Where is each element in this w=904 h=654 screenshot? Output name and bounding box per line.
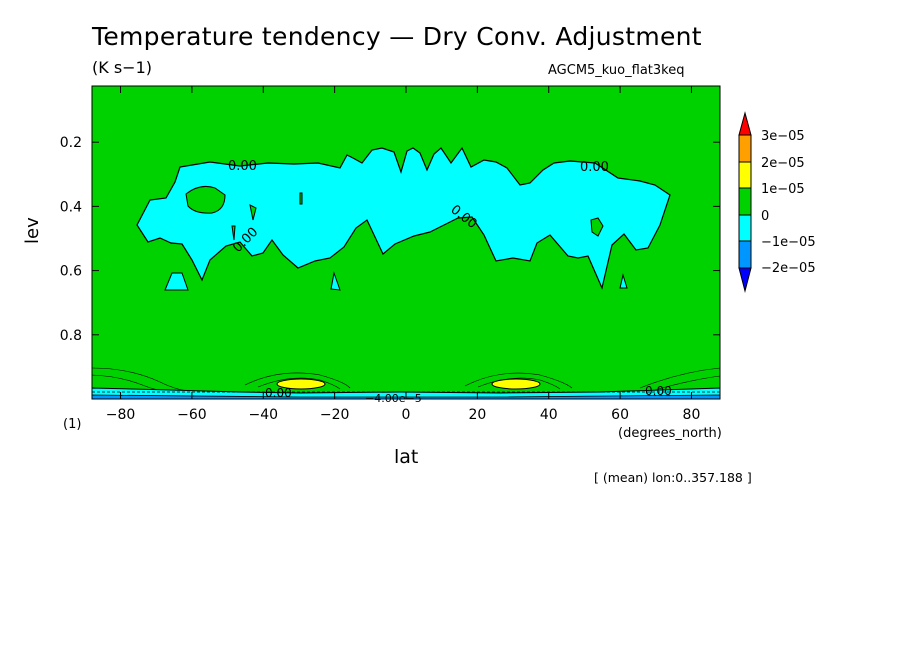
y-tick-label: 0.8 bbox=[60, 328, 82, 344]
y-tick-label: 0.4 bbox=[60, 199, 82, 215]
chart-units: (K s−1) bbox=[92, 58, 152, 77]
contour-label: 0.00 bbox=[645, 384, 672, 398]
colorbar-label: 3e−05 bbox=[761, 129, 805, 144]
negative-cell-1 bbox=[164, 272, 189, 291]
run-name: AGCM5_kuo_flat3keq bbox=[548, 63, 685, 78]
negative-band-region bbox=[136, 146, 671, 290]
x-tick-label: 60 bbox=[611, 407, 629, 423]
contour-label: 0.00 bbox=[580, 160, 609, 175]
negative-cell-2 bbox=[330, 271, 341, 291]
colorbar-swatch bbox=[738, 214, 752, 242]
positive-lens-north bbox=[491, 378, 541, 390]
colorbar-label: 1e−05 bbox=[761, 182, 805, 197]
x-tick-label: −60 bbox=[177, 407, 207, 423]
positive-island-right bbox=[590, 217, 604, 237]
chart-title: Temperature tendency — Dry Conv. Adjustm… bbox=[92, 22, 702, 51]
y-axis-unit: (1) bbox=[63, 417, 82, 432]
y-axis: 0.2 0.4 0.6 0.8 bbox=[60, 135, 720, 344]
contour-label: 0.00 bbox=[265, 386, 292, 400]
contour-field bbox=[92, 86, 720, 399]
colorbar-arrow-bottom bbox=[738, 267, 752, 293]
colorbar-label: 2e−05 bbox=[761, 156, 805, 171]
averaging-note: [ (mean) lon:0..357.188 ] bbox=[594, 470, 752, 485]
positive-sliver-3 bbox=[231, 225, 236, 241]
x-tick-label: −20 bbox=[320, 407, 350, 423]
colorbar-swatch bbox=[738, 134, 752, 163]
x-tick-label: 80 bbox=[683, 407, 701, 423]
positive-sliver-2 bbox=[299, 192, 303, 205]
colorbar-swatch bbox=[738, 240, 752, 269]
positive-island-left bbox=[185, 186, 226, 214]
x-tick-label: −40 bbox=[248, 407, 278, 423]
contour-label: 0.00 bbox=[228, 159, 257, 174]
colorbar-swatch bbox=[738, 161, 752, 189]
x-tick-label: 40 bbox=[540, 407, 558, 423]
colorbar-label: 0 bbox=[761, 209, 769, 224]
y-tick-label: 0.2 bbox=[60, 135, 82, 151]
positive-lens-south bbox=[276, 378, 326, 390]
x-axis: −80 −60 −40 −20 0 20 40 60 80 bbox=[106, 86, 701, 423]
colorbar-swatch bbox=[738, 187, 752, 216]
x-axis-unit: (degrees_north) bbox=[618, 426, 722, 441]
y-tick-label: 0.6 bbox=[60, 264, 82, 280]
positive-sliver-1 bbox=[249, 204, 257, 221]
x-tick-label: 0 bbox=[402, 407, 411, 423]
x-tick-label: −80 bbox=[106, 407, 136, 423]
negative-cell-3 bbox=[619, 273, 628, 289]
colorbar: 3e−05 2e−05 1e−05 0 −1e−05 −2e−05 bbox=[738, 111, 816, 293]
colorbar-label: −2e−05 bbox=[761, 261, 816, 276]
x-tick-label: 20 bbox=[468, 407, 486, 423]
colorbar-label: −1e−05 bbox=[761, 235, 816, 250]
x-axis-label: lat bbox=[394, 446, 419, 468]
colorbar-arrow-top bbox=[738, 111, 752, 136]
